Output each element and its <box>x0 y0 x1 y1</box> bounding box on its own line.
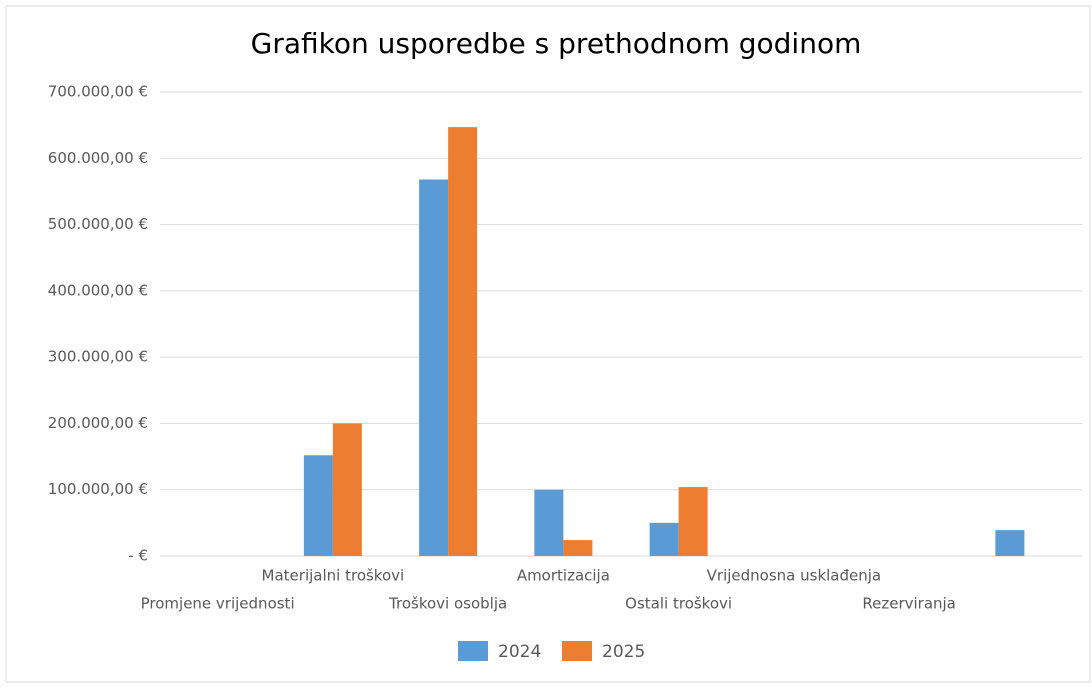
y-tick-label: 500.000,00 € <box>48 215 148 233</box>
x-tick-label: Materijalni troškovi <box>262 567 405 585</box>
x-tick-label: Ostali troškovi <box>625 595 732 613</box>
bar <box>678 487 708 556</box>
y-tick-label: 200.000,00 € <box>48 414 148 432</box>
legend-label: 2024 <box>498 642 541 662</box>
legend-swatch <box>458 641 488 661</box>
bar <box>995 530 1025 556</box>
bar <box>534 489 564 556</box>
chart-frame <box>5 5 1091 683</box>
x-tick-label: Amortizacija <box>517 567 610 585</box>
bar <box>419 179 449 557</box>
bar <box>563 540 593 556</box>
bar <box>332 423 362 556</box>
y-tick-label: - € <box>128 547 148 565</box>
x-tick-label: Promjene vrijednosti <box>141 595 295 613</box>
bar <box>448 127 478 556</box>
y-tick-label: 600.000,00 € <box>48 149 148 167</box>
bar <box>303 455 333 556</box>
y-tick-label: 100.000,00 € <box>48 480 148 498</box>
chart-title: Grafikon usporedbe s prethodnom godinom <box>251 27 862 60</box>
x-tick-label: Troškovi osoblja <box>388 595 507 613</box>
x-tick-label: Rezerviranja <box>862 595 956 613</box>
x-tick-label: Vrijednosna usklađenja <box>707 567 881 585</box>
y-tick-label: 700.000,00 € <box>48 83 148 101</box>
legend-swatch <box>562 641 592 661</box>
bar <box>649 522 679 556</box>
y-tick-label: 300.000,00 € <box>48 348 148 366</box>
legend-label: 2025 <box>602 642 645 662</box>
y-tick-label: 400.000,00 € <box>48 281 148 299</box>
